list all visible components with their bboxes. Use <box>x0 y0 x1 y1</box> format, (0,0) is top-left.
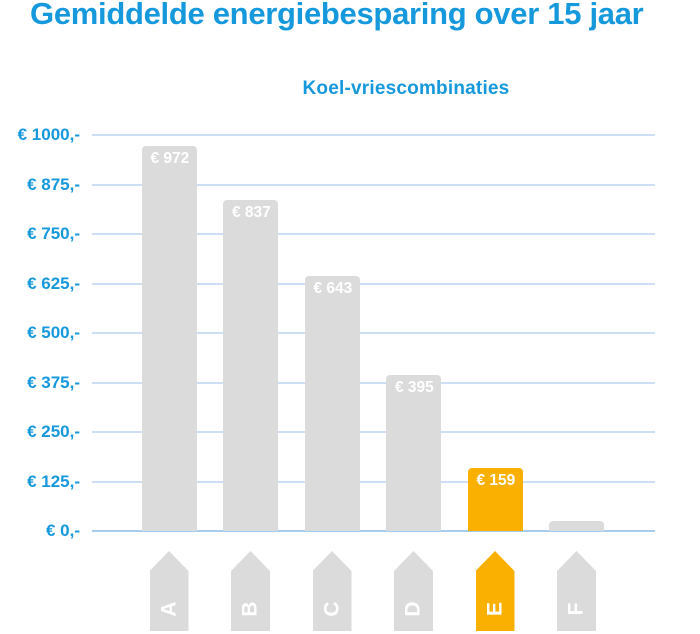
y-axis-tick-label: € 750,- <box>27 224 80 243</box>
y-axis-tick-label: € 625,- <box>27 273 80 293</box>
chart-title: Gemiddelde energiebesparing over 15 jaar <box>30 0 644 31</box>
y-axis-tick-label: € 125,- <box>27 471 80 491</box>
energy-label-tag-e: E <box>475 551 515 631</box>
energy-label-tag-d: D <box>394 551 433 631</box>
y-axis-tick-label: € 0,- <box>45 521 80 540</box>
bar-b: € 837 <box>223 200 278 531</box>
gridline <box>92 381 655 384</box>
bar-c: € 643 <box>304 276 360 531</box>
energy-label-tag-b: B <box>231 551 270 631</box>
y-axis-tick-label: € 1000,- <box>17 125 80 144</box>
y-axis-tick-label: € 250,- <box>27 422 80 441</box>
bar-d: € 395 <box>386 375 441 531</box>
bar-f <box>549 521 604 531</box>
bar-value-label: € 837 <box>232 204 271 221</box>
energy-label-letter: E <box>483 602 506 617</box>
gridline <box>92 282 655 285</box>
y-axis-tick-label: € 375,- <box>27 372 80 392</box>
y-axis-tick-label: € 500,- <box>27 323 80 342</box>
gridline <box>92 233 655 235</box>
gridline <box>92 332 655 334</box>
energy-label-tag-a: A <box>149 551 189 631</box>
bar-a: € 972 <box>141 146 197 531</box>
gridline <box>92 431 655 433</box>
energy-label-letter: F <box>564 602 588 616</box>
bar-value-label: € 643 <box>313 280 353 297</box>
energy-label-letter: D <box>401 601 425 617</box>
gridline <box>92 480 655 483</box>
bar-value-label: € 159 <box>476 472 516 489</box>
gridline <box>92 134 655 136</box>
energy-label-letter: B <box>238 601 262 617</box>
energy-label-letter: A <box>157 601 180 617</box>
energy-label-tag-c: C <box>312 551 352 631</box>
energy-label-tag-f: F <box>557 551 596 631</box>
energy-label-letter: C <box>320 601 343 617</box>
gridline <box>92 183 655 186</box>
x-axis-line <box>92 530 655 532</box>
chart-subtitle: Koel-vriescombinaties <box>302 78 510 99</box>
bar-e: € 159 <box>467 468 523 531</box>
bar-value-label: € 395 <box>395 379 434 396</box>
bar-value-label: € 972 <box>150 150 190 167</box>
y-axis-tick-label: € 875,- <box>27 174 80 194</box>
